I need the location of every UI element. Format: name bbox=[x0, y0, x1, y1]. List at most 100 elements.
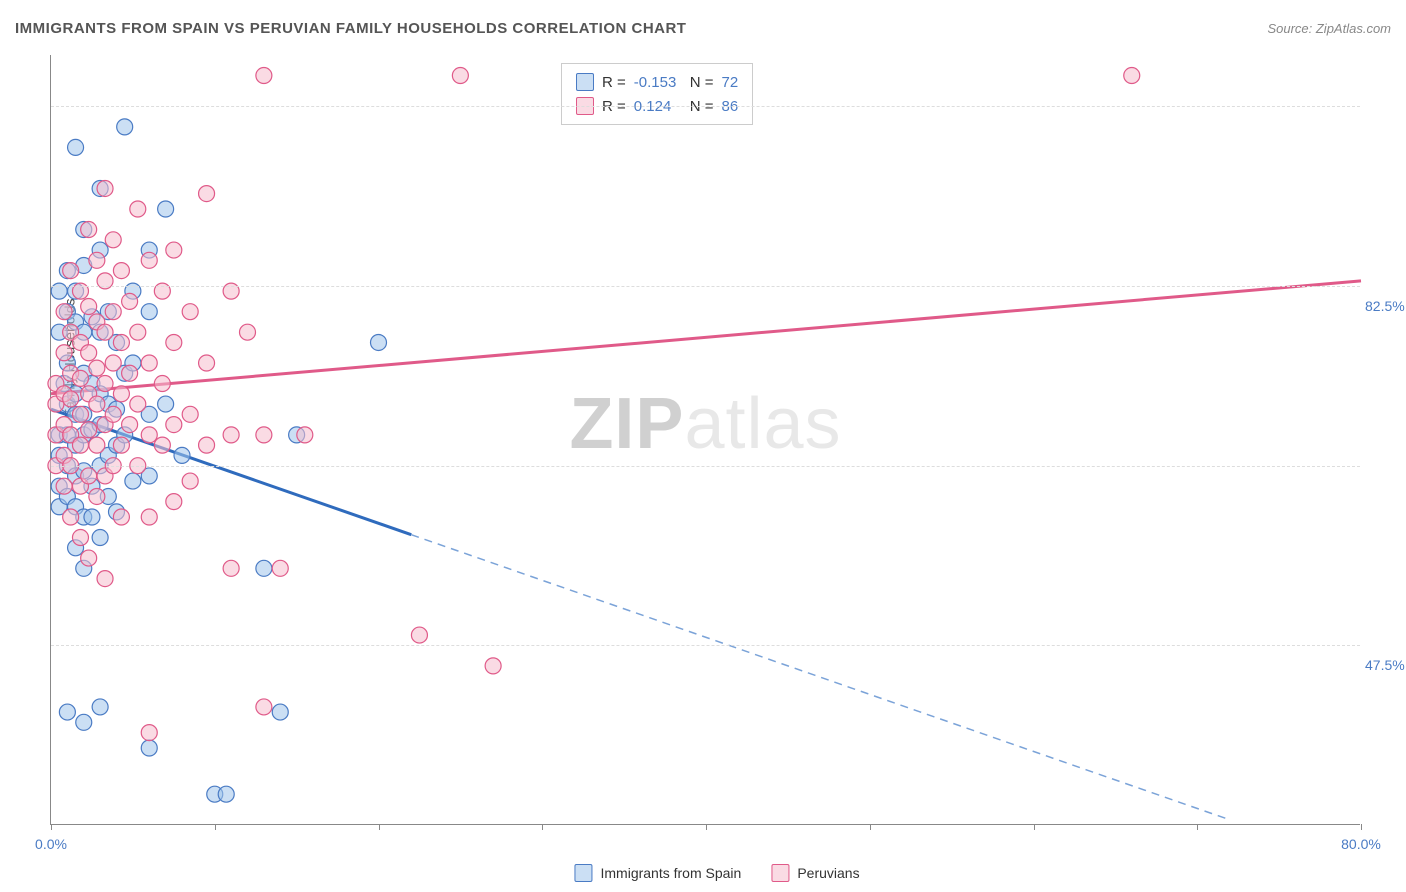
scatter-point bbox=[81, 550, 97, 566]
gridline-h bbox=[51, 466, 1360, 467]
r-label: R = bbox=[602, 74, 626, 91]
n-label: N = bbox=[690, 74, 714, 91]
scatter-point bbox=[76, 714, 92, 730]
scatter-point bbox=[141, 427, 157, 443]
legend-item-blue: Immigrants from Spain bbox=[575, 864, 742, 882]
scatter-point bbox=[89, 360, 105, 376]
scatter-point bbox=[256, 560, 272, 576]
x-tick-label: 0.0% bbox=[35, 836, 67, 852]
scatter-point bbox=[154, 437, 170, 453]
scatter-point bbox=[199, 186, 215, 202]
scatter-point bbox=[158, 201, 174, 217]
scatter-point bbox=[199, 355, 215, 371]
scatter-point bbox=[297, 427, 313, 443]
scatter-point bbox=[59, 704, 75, 720]
scatter-point bbox=[81, 299, 97, 315]
scatter-point bbox=[130, 324, 146, 340]
scatter-point bbox=[89, 252, 105, 268]
scatter-point bbox=[72, 530, 88, 546]
scatter-point bbox=[130, 201, 146, 217]
scatter-point bbox=[81, 222, 97, 238]
gridline-h bbox=[51, 286, 1360, 287]
y-tick-label: 47.5% bbox=[1365, 657, 1406, 673]
swatch-pink bbox=[771, 864, 789, 882]
scatter-point bbox=[1124, 68, 1140, 84]
y-tick-label: 82.5% bbox=[1365, 298, 1406, 314]
scatter-point bbox=[199, 437, 215, 453]
scatter-point bbox=[256, 68, 272, 84]
scatter-point bbox=[182, 406, 198, 422]
legend-correlation: R = -0.153 N = 72 R = 0.124 N = 86 bbox=[561, 63, 753, 125]
scatter-point bbox=[122, 293, 138, 309]
scatter-point bbox=[154, 376, 170, 392]
scatter-point bbox=[72, 406, 88, 422]
scatter-point bbox=[89, 437, 105, 453]
scatter-point bbox=[141, 252, 157, 268]
gridline-h bbox=[51, 106, 1360, 107]
scatter-point bbox=[223, 427, 239, 443]
scatter-point bbox=[141, 509, 157, 525]
scatter-point bbox=[72, 370, 88, 386]
scatter-point bbox=[371, 334, 387, 350]
x-tick-mark bbox=[51, 824, 52, 830]
scatter-point bbox=[141, 740, 157, 756]
scatter-point bbox=[105, 232, 121, 248]
scatter-point bbox=[166, 494, 182, 510]
x-tick-mark bbox=[542, 824, 543, 830]
r-value-blue: -0.153 bbox=[634, 74, 682, 91]
scatter-point bbox=[105, 304, 121, 320]
scatter-point bbox=[141, 355, 157, 371]
scatter-point bbox=[113, 334, 129, 350]
scatter-point bbox=[158, 396, 174, 412]
scatter-point bbox=[105, 406, 121, 422]
n-value-blue: 72 bbox=[722, 74, 739, 91]
scatter-point bbox=[166, 334, 182, 350]
scatter-svg bbox=[51, 55, 1361, 825]
header: IMMIGRANTS FROM SPAIN VS PERUVIAN FAMILY… bbox=[15, 20, 1391, 37]
scatter-point bbox=[81, 345, 97, 361]
scatter-point bbox=[68, 139, 84, 155]
x-tick-mark bbox=[215, 824, 216, 830]
x-tick-mark bbox=[706, 824, 707, 830]
scatter-point bbox=[63, 509, 79, 525]
scatter-point bbox=[182, 304, 198, 320]
scatter-point bbox=[223, 560, 239, 576]
scatter-point bbox=[113, 437, 129, 453]
legend-label-pink: Peruvians bbox=[797, 865, 859, 881]
scatter-point bbox=[125, 473, 141, 489]
scatter-point bbox=[452, 68, 468, 84]
scatter-point bbox=[113, 386, 129, 402]
scatter-point bbox=[166, 242, 182, 258]
scatter-point bbox=[141, 304, 157, 320]
scatter-point bbox=[89, 396, 105, 412]
scatter-point bbox=[105, 355, 121, 371]
scatter-point bbox=[166, 417, 182, 433]
x-tick-mark bbox=[1361, 824, 1362, 830]
x-tick-mark bbox=[1034, 824, 1035, 830]
gridline-h bbox=[51, 645, 1360, 646]
scatter-point bbox=[218, 786, 234, 802]
legend-row-blue: R = -0.153 N = 72 bbox=[576, 70, 738, 94]
swatch-blue bbox=[576, 73, 594, 91]
scatter-point bbox=[97, 180, 113, 196]
scatter-point bbox=[272, 560, 288, 576]
scatter-point bbox=[174, 447, 190, 463]
legend-label-blue: Immigrants from Spain bbox=[601, 865, 742, 881]
scatter-point bbox=[92, 699, 108, 715]
scatter-point bbox=[240, 324, 256, 340]
scatter-point bbox=[113, 263, 129, 279]
legend-series: Immigrants from Spain Peruvians bbox=[575, 864, 860, 882]
scatter-point bbox=[272, 704, 288, 720]
chart-container: IMMIGRANTS FROM SPAIN VS PERUVIAN FAMILY… bbox=[0, 0, 1406, 892]
scatter-point bbox=[113, 509, 129, 525]
plot-area: ZIPatlas R = -0.153 N = 72 R = 0.124 N =… bbox=[50, 55, 1360, 825]
trend-line-blue-dashed bbox=[411, 535, 1230, 820]
scatter-point bbox=[117, 119, 133, 135]
scatter-point bbox=[89, 488, 105, 504]
swatch-blue bbox=[575, 864, 593, 882]
scatter-point bbox=[182, 473, 198, 489]
scatter-point bbox=[92, 530, 108, 546]
scatter-point bbox=[81, 468, 97, 484]
x-tick-label: 80.0% bbox=[1341, 836, 1381, 852]
scatter-point bbox=[84, 509, 100, 525]
